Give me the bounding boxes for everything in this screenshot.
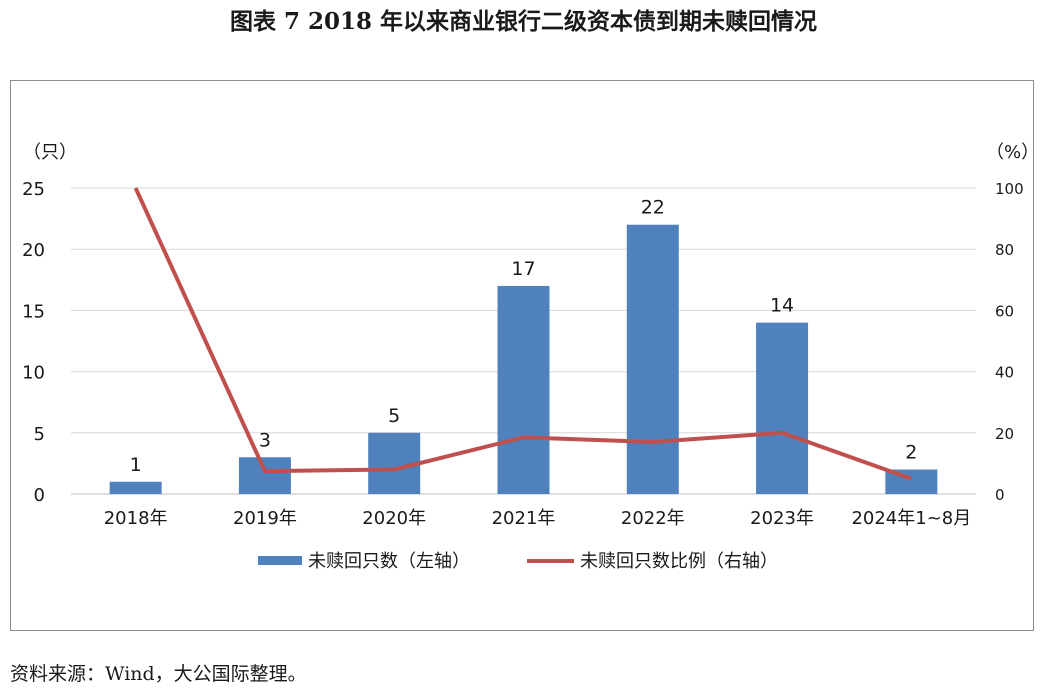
legend-swatch-bar [258,556,302,565]
y-left-tick-label: 20 [22,240,45,261]
chart-frame: 0 5 10 15 20 25 0 20 40 60 80 100 （只） （%） 1 3 5 17 22 14 2 20… [10,80,1034,631]
bar-value-label: 2 [905,442,917,464]
bar [238,457,291,494]
bar [109,481,162,494]
y-right-unit: （%） [986,142,1033,163]
bar-value-label: 5 [388,405,400,427]
bar [756,322,809,494]
y-right-tick-label: 60 [995,302,1014,320]
y-left-tick-label: 15 [22,301,45,322]
bar-value-label: 17 [511,258,535,280]
y-left-tick-label: 10 [22,363,45,384]
x-tick-label: 2018年 [104,508,168,529]
y-right-tick-label: 0 [995,486,1005,504]
y-right-tick-label: 40 [995,364,1014,382]
y-right-tick-label: 20 [995,425,1014,443]
x-tick-label: 2019年 [233,508,297,529]
x-tick-label: 2023年 [750,508,814,529]
bar-value-label: 3 [259,429,271,451]
bar [626,224,679,494]
combo-chart: 0 5 10 15 20 25 0 20 40 60 80 100 （只） （%） 1 3 5 17 22 14 2 20… [22,142,1033,572]
bar-value-label: 1 [130,454,142,476]
y-left-unit: （只） [23,142,77,163]
y-left-tick-label: 5 [34,424,45,445]
legend-label-line: 未赎回只数比例（右轴） [580,551,778,572]
chart-title: 图表 7 2018 年以来商业银行二级资本债到期未赎回情况 [229,8,818,35]
bar [497,285,550,494]
x-tick-label: 2022年 [621,508,685,529]
bar-value-label: 14 [770,295,794,317]
x-tick-label: 2020年 [362,508,426,529]
y-left-tick-label: 0 [34,485,45,506]
legend-label-bar: 未赎回只数（左轴） [308,551,470,572]
y-right-tick-label: 80 [995,241,1014,259]
source-note: 资料来源：Wind，大公国际整理。 [10,663,307,685]
bar-value-label: 22 [641,197,665,219]
y-right-tick-label: 100 [995,180,1024,198]
x-tick-label: 2024年1~8月 [851,508,971,529]
x-tick-label: 2021年 [492,508,556,529]
y-left-tick-label: 25 [22,179,45,200]
